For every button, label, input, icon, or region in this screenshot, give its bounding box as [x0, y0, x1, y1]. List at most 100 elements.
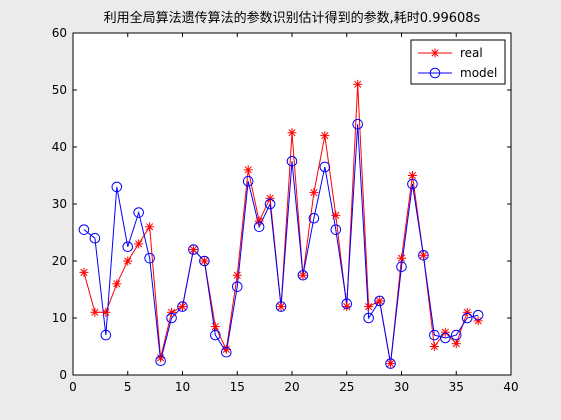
data-point-model: [341, 298, 353, 310]
chart-title: 利用全局算法遗传算法的参数识别估计得到的参数,耗时0.99608s: [104, 10, 481, 26]
y-tick-label: 40: [52, 140, 67, 154]
y-tick-label: 10: [52, 311, 67, 325]
data-point-real: [462, 307, 472, 317]
data-point-real: [407, 171, 417, 180]
x-tick-label: 30: [394, 380, 409, 394]
legend-box: [410, 39, 506, 85]
data-point-real: [298, 270, 308, 280]
data-point-real: [287, 128, 297, 138]
legend-label-real: real: [460, 46, 483, 60]
data-point-model: [286, 155, 298, 167]
legend-marker-model: [429, 67, 441, 79]
x-tick-label: 40: [503, 380, 518, 394]
data-point-model: [472, 309, 484, 321]
data-point-real: [156, 353, 166, 363]
data-point-model: [111, 181, 123, 193]
data-point-model: [78, 224, 90, 235]
data-point-model: [177, 301, 188, 312]
data-point-real: [473, 316, 483, 326]
data-point-model: [253, 221, 265, 233]
x-tick-label: 20: [284, 380, 299, 394]
y-tick-label: 20: [52, 254, 67, 268]
data-point-real: [440, 327, 450, 337]
data-point-real: [188, 245, 198, 255]
data-point-real: [210, 322, 220, 332]
x-tick-label: 5: [124, 380, 132, 394]
data-point-model: [231, 281, 243, 292]
data-point-real: [123, 256, 133, 266]
data-point-real: [397, 253, 406, 263]
data-point-model: [450, 329, 462, 341]
data-point-model: [374, 295, 385, 307]
data-point-model: [407, 178, 418, 190]
data-point-model: [122, 241, 134, 253]
data-point-model: [221, 346, 232, 358]
data-point-real: [101, 307, 111, 317]
data-point-model: [385, 358, 396, 369]
x-tick-label: 35: [449, 380, 464, 394]
data-point-model: [144, 252, 155, 264]
data-point-model: [275, 301, 287, 312]
legend-marker-real: [430, 48, 440, 58]
y-axis-ticks: 0 10 20 30 40 50 60: [52, 26, 511, 382]
plot-frame: [72, 32, 512, 376]
data-point-model: [308, 212, 320, 224]
y-tick-label: 0: [59, 368, 67, 382]
data-point-model: [89, 232, 101, 244]
data-point-real: [331, 210, 341, 220]
data-point-model: [155, 355, 166, 367]
data-point-real: [178, 302, 187, 312]
data-point-real: [353, 79, 363, 89]
data-point-model: [330, 224, 342, 235]
data-point-model: [440, 332, 451, 344]
data-point-real: [320, 131, 330, 141]
data-point-real: [375, 296, 385, 306]
data-point-real: [243, 165, 253, 175]
data-point-real: [429, 342, 439, 351]
data-point-real: [276, 302, 286, 312]
data-point-model: [352, 118, 364, 130]
data-point-real: [232, 270, 242, 280]
y-tick-label: 50: [52, 83, 67, 97]
plot-area: [73, 33, 511, 375]
data-point-model: [418, 250, 429, 261]
data-point-real: [90, 307, 100, 317]
data-point-model: [166, 312, 177, 324]
legend-label-model: model: [460, 66, 497, 80]
data-point-real: [199, 256, 209, 266]
data-point-real: [112, 279, 122, 289]
legend: real model: [410, 39, 506, 85]
data-point-real: [79, 267, 89, 277]
data-point-model: [188, 244, 199, 255]
y-tick-label: 60: [52, 26, 67, 40]
data-point-real: [265, 193, 275, 203]
data-point-model: [461, 312, 473, 324]
x-tick-label: 10: [175, 380, 190, 394]
x-tick-label: 25: [339, 380, 354, 394]
series-markers: [78, 79, 484, 369]
data-point-model: [100, 329, 112, 341]
data-point-model: [242, 175, 254, 187]
data-point-model: [210, 329, 221, 341]
data-point-model: [429, 329, 440, 341]
data-point-model: [264, 198, 276, 210]
data-point-model: [319, 161, 331, 173]
data-point-model: [199, 255, 210, 267]
data-point-real: [167, 307, 177, 317]
data-point-real: [364, 302, 374, 312]
data-point-real: [342, 302, 352, 312]
data-point-model: [363, 312, 374, 324]
data-point-real: [254, 216, 264, 226]
data-point-real: [386, 359, 396, 369]
data-point-real: [134, 239, 144, 249]
data-point-model: [133, 207, 144, 218]
data-point-real: [145, 222, 155, 232]
data-point-real: [221, 344, 231, 354]
data-point-real: [309, 188, 319, 198]
data-point-model: [297, 269, 309, 281]
data-point-model: [396, 261, 407, 273]
x-axis-ticks: 0 5 10 15 20 25 30 35 40: [69, 33, 519, 394]
y-tick-label: 30: [52, 197, 67, 211]
x-tick-label: 15: [230, 380, 245, 394]
